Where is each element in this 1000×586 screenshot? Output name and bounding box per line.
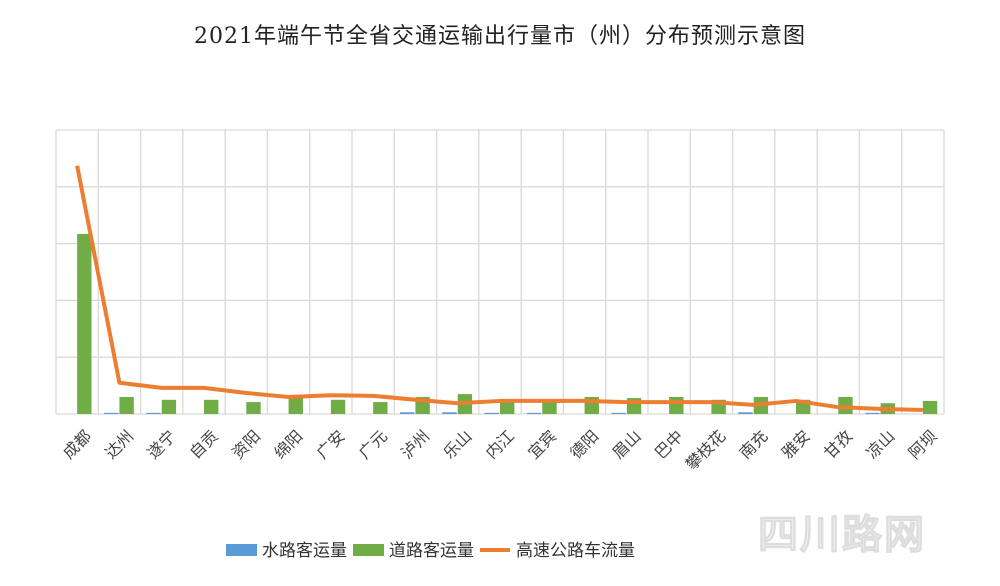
category-label: 德阳 [566, 426, 602, 462]
water-bar [865, 412, 880, 414]
category-label: 阿坝 [905, 426, 941, 462]
grid [55, 129, 945, 415]
category-label: 遂宁 [144, 426, 180, 462]
category-label: 攀枝花 [682, 426, 729, 473]
category-label: 内江 [482, 426, 518, 462]
category-label: 甘孜 [820, 426, 856, 462]
category-label: 绵阳 [270, 426, 306, 462]
category-label: 广安 [313, 426, 349, 462]
highway-line [75, 165, 923, 413]
road-bar [922, 400, 938, 414]
category-label: 雅安 [778, 426, 814, 462]
water-bar [484, 412, 499, 414]
category-label: 凉山 [862, 426, 898, 462]
road-bar [119, 396, 134, 414]
water-bar [146, 412, 161, 414]
water-bar [738, 412, 753, 414]
category-label: 乐山 [440, 426, 476, 462]
category-label: 资阳 [228, 426, 264, 462]
road-bar [330, 399, 346, 414]
road-bar [161, 399, 177, 414]
water-bar [104, 412, 119, 414]
road-bar [246, 402, 261, 414]
water-bar [611, 412, 626, 414]
category-label: 南充 [736, 426, 772, 462]
road-bar [77, 233, 92, 414]
road-bar [204, 399, 219, 414]
category-label: 成都 [59, 426, 95, 462]
category-label: 广元 [355, 426, 391, 462]
legend-road-swatch [353, 544, 384, 556]
legend-label: 道路客运量 [389, 541, 474, 561]
category-labels: 成都 达州 遂宁 自贡 资阳 绵阳 广安 广元 泸州 乐山 内江 宜宾 德阳 眉山 巴中攀枝花 南充 雅安 甘孜凉… [59, 426, 941, 473]
chart-title: 2021年端午节全省交通运输出行量市（州）分布预测示意图 [194, 24, 806, 49]
legend: 水路客运量 道路客运量 高速公路车流量 [226, 541, 635, 561]
category-label: 眉山 [609, 426, 645, 462]
road-bar [373, 402, 388, 414]
line-series [75, 165, 923, 413]
road-bar [500, 399, 515, 414]
category-label: 宜宾 [524, 426, 560, 462]
category-label: 巴中 [651, 426, 687, 462]
legend-label: 高速公路车流量 [516, 541, 635, 561]
road-bar [542, 399, 557, 414]
road-bar [669, 396, 684, 414]
legend-water-swatch [226, 544, 257, 556]
category-label: 自贡 [186, 426, 222, 462]
category-label: 达州 [101, 426, 137, 462]
water-bar [526, 412, 542, 414]
category-label: 泸州 [397, 426, 433, 462]
watermark: 四川路网 [758, 512, 926, 558]
water-bar [400, 412, 415, 414]
water-bar [442, 412, 457, 414]
road-bar [288, 396, 303, 414]
legend-label: 水路客运量 [262, 541, 347, 561]
